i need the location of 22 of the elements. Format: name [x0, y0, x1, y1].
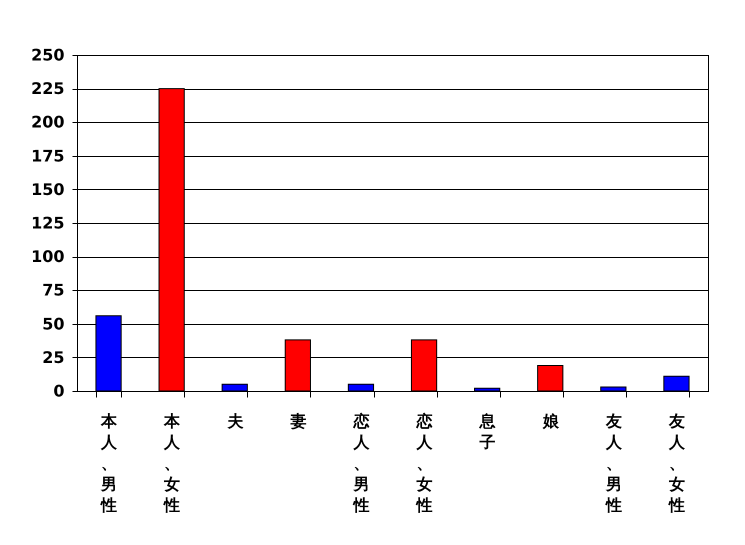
y-tick-label: 0: [53, 382, 64, 400]
y-tick-label: 225: [31, 79, 64, 98]
x-tick-label: 夫: [226, 412, 244, 430]
y-tick-label: 75: [42, 280, 64, 300]
y-tick-label: 25: [42, 348, 64, 367]
x-tick-label: 妻: [289, 412, 306, 430]
x-tick-label: 本人、男性: [100, 412, 118, 514]
y-tick-label: 250: [31, 46, 64, 64]
bar: [348, 384, 374, 392]
x-tick-label: 息子: [478, 412, 497, 452]
x-tick-label: 友人、女性: [668, 412, 686, 514]
x-tick-label: 友人、男性: [604, 412, 623, 514]
x-tick-label: 本人、女性: [163, 412, 182, 514]
x-tick-label: 娘: [542, 412, 560, 430]
y-tick-label: 175: [31, 146, 64, 166]
y-tick-label: 50: [42, 314, 64, 334]
y-tick-label: 200: [31, 112, 64, 132]
y-tick-label: 100: [31, 247, 64, 266]
y-tick-label: 150: [31, 180, 64, 199]
x-tick-label: 恋人、女性: [416, 412, 434, 514]
y-tick-label: 125: [31, 214, 64, 232]
x-tick-label: 恋人、男性: [352, 412, 370, 514]
